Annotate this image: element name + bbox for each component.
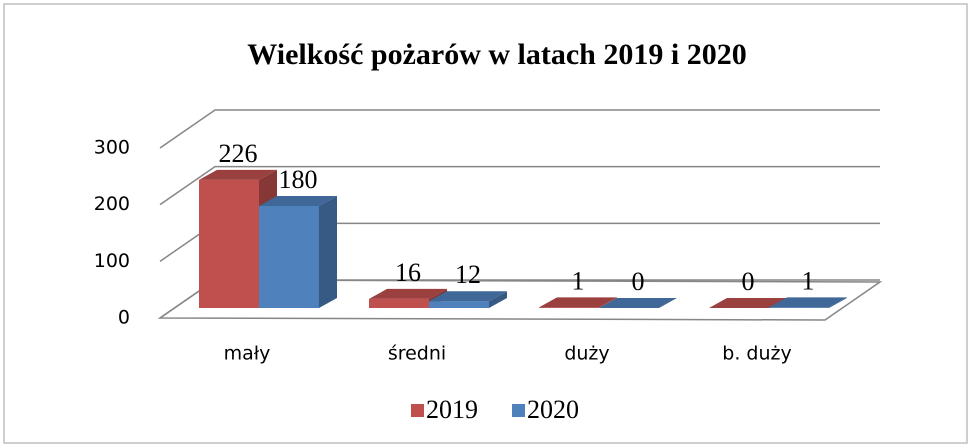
bar-top <box>599 298 677 308</box>
data-label: 180 <box>279 165 318 194</box>
bar-top <box>369 288 447 299</box>
bar-top <box>769 297 847 308</box>
bar <box>199 179 259 308</box>
x-tick-label: średni <box>388 343 446 365</box>
bar <box>429 301 489 308</box>
y-tick-label: 200 <box>94 193 130 215</box>
data-label: 0 <box>632 267 645 296</box>
bar-side <box>319 196 337 308</box>
data-label: 12 <box>455 260 481 289</box>
bar-top <box>259 196 337 206</box>
data-label: 1 <box>572 266 585 295</box>
bar-top <box>709 298 787 308</box>
grid-line <box>159 109 880 149</box>
bar <box>369 298 429 308</box>
legend-swatch <box>411 404 424 417</box>
legend-swatch <box>512 404 525 417</box>
legend-label: 2020 <box>527 395 579 424</box>
x-tick-label: mały <box>224 343 271 365</box>
x-tick-label: duży <box>564 343 609 365</box>
bar-side <box>829 297 847 308</box>
bar-top <box>539 297 617 308</box>
data-label: 1 <box>802 266 815 295</box>
y-tick-label: 0 <box>118 307 130 329</box>
bar-top <box>429 291 507 302</box>
chart-title: Wielkość pożarów w latach 2019 i 2020 <box>247 38 746 71</box>
bar-side <box>489 291 507 308</box>
y-tick-label: 300 <box>94 137 130 159</box>
data-label: 16 <box>395 258 421 287</box>
legend-label: 2019 <box>426 395 478 424</box>
bar <box>539 307 599 308</box>
bar-top <box>199 169 277 180</box>
bar-side <box>599 297 617 308</box>
bar <box>769 307 829 308</box>
bar <box>259 206 319 308</box>
data-label: 0 <box>742 267 755 296</box>
grid-line <box>159 165 880 206</box>
data-label: 226 <box>219 139 258 168</box>
y-tick-label: 100 <box>94 250 130 272</box>
x-tick-label: b. duży <box>722 343 791 365</box>
